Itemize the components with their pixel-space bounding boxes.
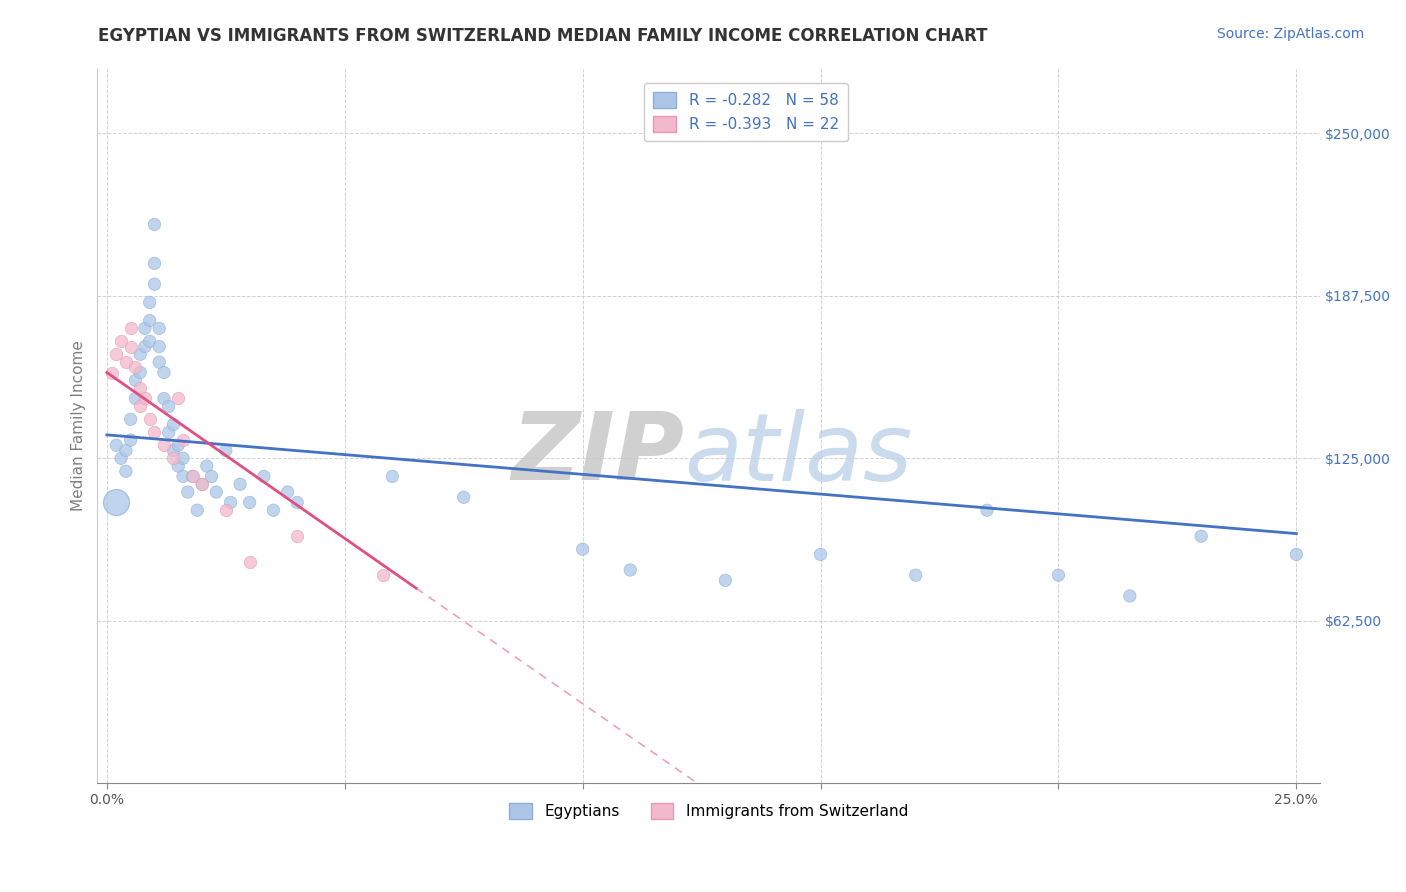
Point [571,542,593,557]
Point [904,568,927,582]
Text: Source: ZipAtlas.com: Source: ZipAtlas.com [1216,27,1364,41]
Text: atlas: atlas [685,409,912,500]
Point [285,495,308,509]
Point [148,355,170,369]
Point [153,366,176,380]
Point [153,438,176,452]
Point [105,495,128,509]
Point [105,438,128,452]
Point [181,469,204,483]
Point [134,321,156,335]
Point [215,503,238,517]
Point [1189,529,1212,543]
Point [172,469,194,483]
Point [277,485,299,500]
Point [167,392,190,406]
Point [100,366,122,380]
Point [253,469,276,483]
Point [129,366,152,380]
Text: EGYPTIAN VS IMMIGRANTS FROM SWITZERLAND MEDIAN FAMILY INCOME CORRELATION CHART: EGYPTIAN VS IMMIGRANTS FROM SWITZERLAND … [98,27,988,45]
Point [134,392,156,406]
Point [191,477,214,491]
Point [124,360,146,375]
Point [138,313,160,327]
Point [285,529,308,543]
Point [177,485,200,500]
Point [1119,589,1142,603]
Point [215,443,238,458]
Point [239,495,262,509]
Point [453,490,475,504]
Point [120,412,142,426]
Point [143,218,166,232]
Point [153,392,176,406]
Point [262,503,284,517]
Point [381,469,404,483]
Legend: Egyptians, Immigrants from Switzerland: Egyptians, Immigrants from Switzerland [503,797,914,825]
Point [371,568,394,582]
Point [229,477,252,491]
Point [115,443,138,458]
Point [162,451,184,466]
Point [619,563,641,577]
Point [167,438,190,452]
Point [205,485,228,500]
Point [134,339,156,353]
Point [129,399,152,413]
Point [143,425,166,440]
Point [115,355,138,369]
Point [148,339,170,353]
Point [148,321,170,335]
Point [110,451,132,466]
Point [105,347,128,361]
Point [172,433,194,447]
Point [976,503,998,517]
Point [239,555,262,569]
Point [129,347,152,361]
Point [120,433,142,447]
Point [162,443,184,458]
Point [129,381,152,395]
Point [124,392,146,406]
Point [138,295,160,310]
Point [714,574,737,588]
Point [167,458,190,473]
Point [186,503,208,517]
Point [200,469,222,483]
Point [162,417,184,432]
Point [115,464,138,478]
Point [181,469,204,483]
Point [120,339,142,353]
Point [120,321,142,335]
Point [172,451,194,466]
Point [1285,548,1308,562]
Point [138,412,160,426]
Point [191,477,214,491]
Point [143,256,166,270]
Point [810,548,832,562]
Point [138,334,160,349]
Point [124,373,146,387]
Point [1047,568,1070,582]
Point [157,425,180,440]
Point [143,277,166,292]
Y-axis label: Median Family Income: Median Family Income [72,341,86,511]
Text: ZIP: ZIP [512,409,685,500]
Point [195,458,218,473]
Point [219,495,242,509]
Point [110,334,132,349]
Point [157,399,180,413]
